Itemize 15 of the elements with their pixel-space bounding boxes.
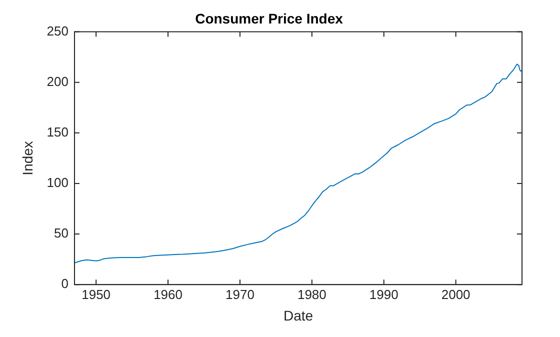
- y-tick-label: 200: [46, 74, 68, 89]
- x-tick-label: 1960: [154, 286, 182, 302]
- x-axis-title: Date: [283, 307, 314, 324]
- y-tick-label: 100: [46, 175, 68, 190]
- x-tick-label: 2000: [441, 286, 470, 302]
- y-tick-label: 0: [61, 276, 68, 292]
- x-tick-label: 1950: [82, 286, 111, 302]
- chart-title: Consumer Price Index: [195, 10, 344, 26]
- y-tick-label: 150: [46, 124, 68, 140]
- x-tick-label: 1990: [369, 286, 398, 302]
- x-tick-label: 1980: [297, 286, 326, 302]
- y-tick-label: 250: [46, 23, 68, 38]
- y-axis-title: Index: [19, 141, 36, 176]
- y-tick-label: 50: [54, 226, 68, 241]
- x-tick-label: 1970: [226, 286, 254, 302]
